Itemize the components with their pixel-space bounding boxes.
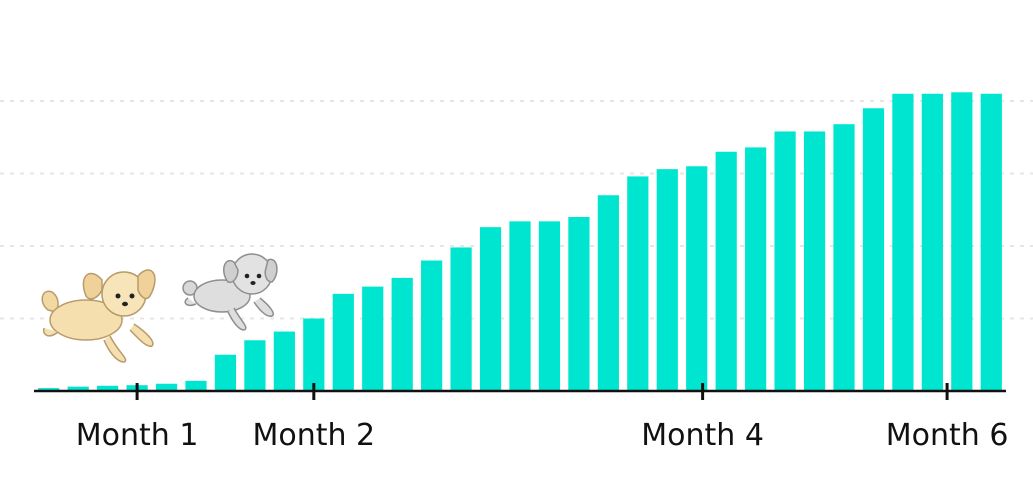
bar-13 [391, 277, 413, 391]
bar-21 [627, 176, 649, 391]
bar-8 [244, 340, 266, 391]
bar-20 [597, 195, 619, 391]
bar-10 [303, 318, 325, 391]
bar-3 [97, 385, 119, 391]
bar-series [38, 92, 1002, 392]
tick-label-3: Month 4 [641, 418, 764, 453]
bar-15 [450, 247, 472, 391]
bar-9 [273, 331, 295, 391]
tick-label-2: Month 2 [252, 418, 375, 453]
bar-19 [568, 217, 590, 391]
bar-24 [715, 151, 737, 391]
bar-5 [155, 383, 178, 391]
bar-7 [214, 354, 237, 391]
gray-puppy-illustration [182, 253, 278, 331]
bar-32 [951, 92, 973, 392]
bar-25 [745, 147, 767, 391]
bar-28 [833, 124, 855, 391]
x-axis-ticks: Month 1 Month 2 Month 4 Month 6 [76, 383, 1009, 453]
cream-puppy-illustration [41, 269, 156, 363]
tick-label-1: Month 1 [76, 418, 199, 453]
bar-17 [509, 221, 531, 391]
bar-12 [362, 286, 384, 391]
bar-1 [38, 388, 60, 391]
bar-22 [656, 169, 678, 391]
bar-23 [686, 166, 708, 391]
bar-14 [421, 260, 443, 391]
bar-18 [538, 221, 561, 391]
bar-33 [980, 93, 1002, 391]
bar-16 [479, 227, 502, 391]
bar-31 [921, 93, 943, 391]
gridlines [0, 100, 1033, 320]
bar-11 [332, 293, 354, 391]
bar-26 [774, 131, 796, 391]
tick-label-4: Month 6 [886, 418, 1009, 453]
bar-30 [892, 93, 914, 391]
bar-29 [862, 108, 885, 391]
bar-2 [67, 386, 89, 391]
bar-27 [803, 131, 826, 391]
bar-6 [185, 380, 207, 391]
